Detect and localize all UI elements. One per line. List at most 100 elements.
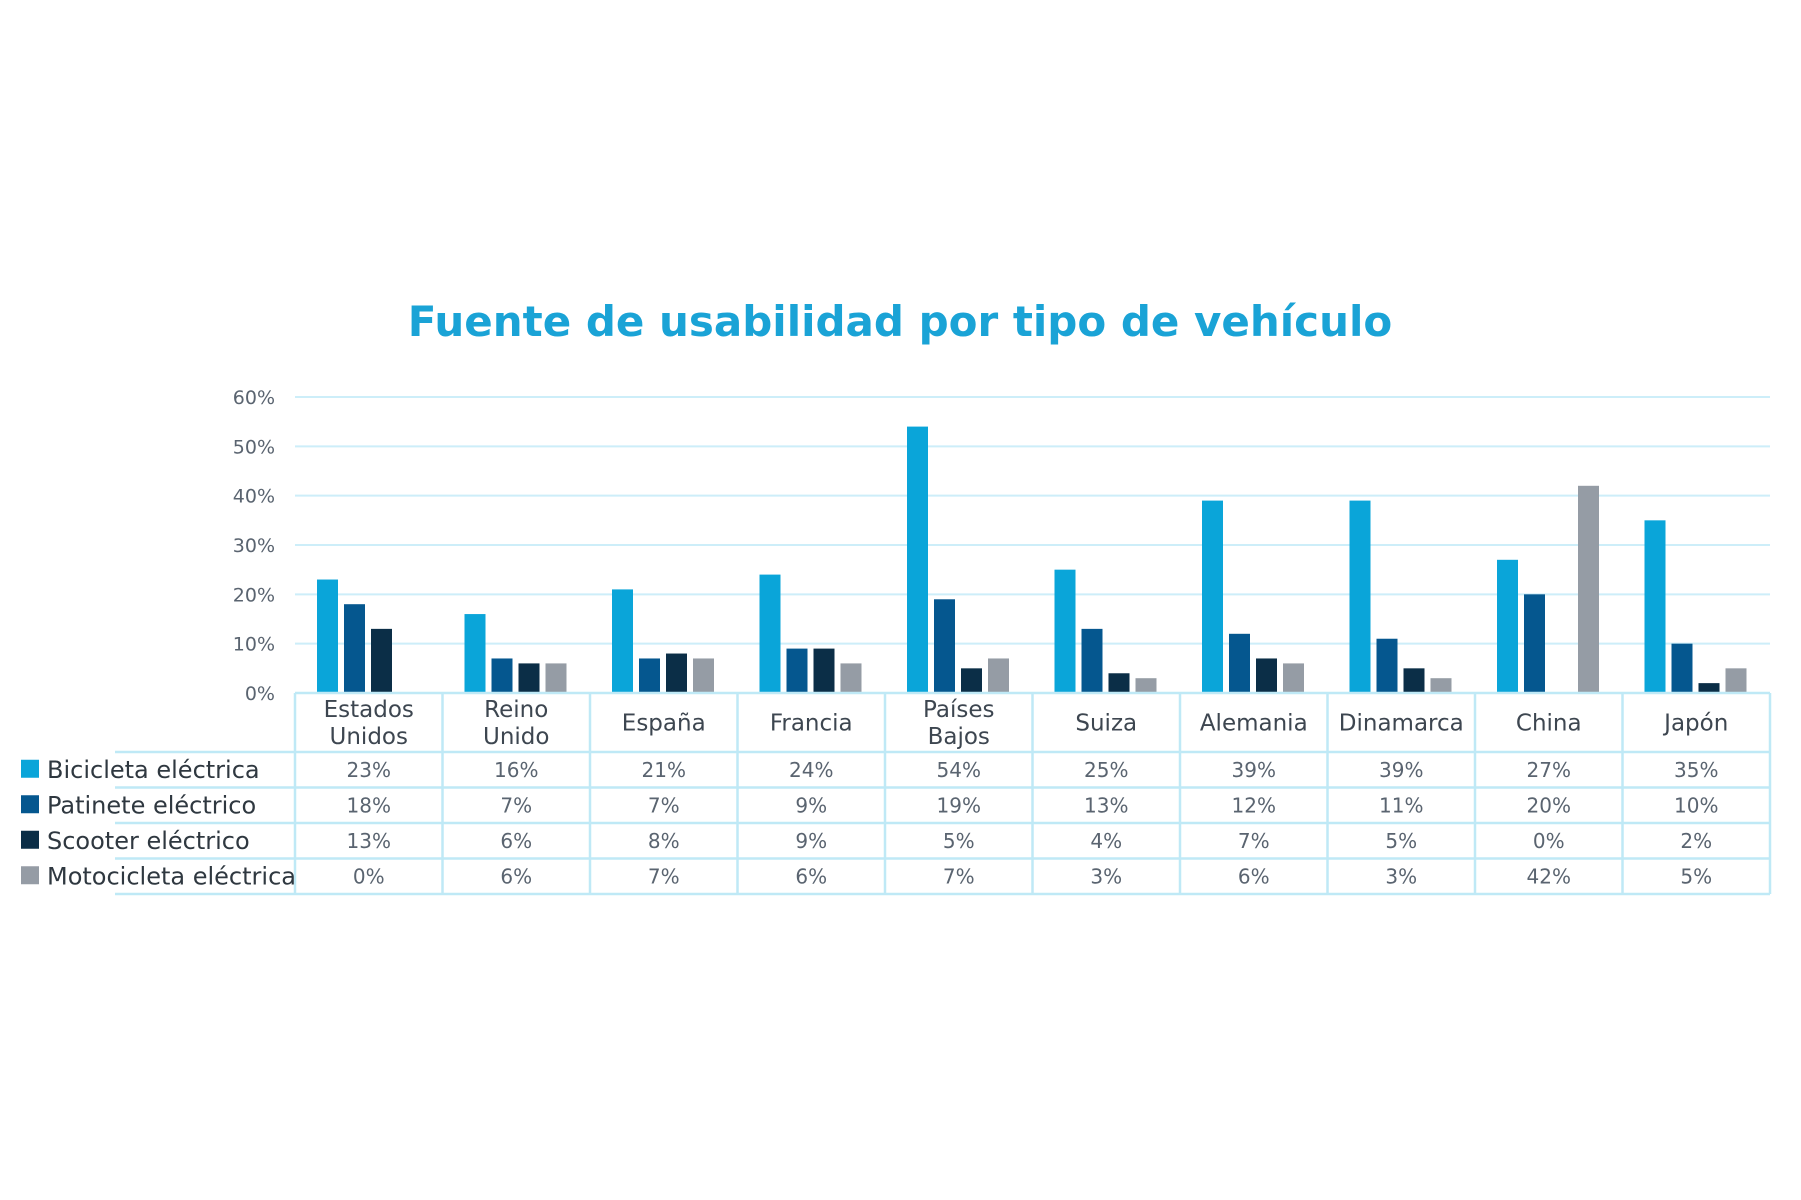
- data-label: 16%: [494, 758, 538, 782]
- gridlines: [295, 396, 1770, 694]
- category-label: Estados: [324, 697, 414, 723]
- bar: [934, 599, 955, 693]
- bar: [639, 658, 660, 693]
- data-label: 27%: [1527, 758, 1571, 782]
- bar: [693, 658, 714, 693]
- bar: [1497, 559, 1518, 693]
- data-label: 5%: [1680, 864, 1712, 888]
- y-tick-label: 50%: [233, 436, 275, 458]
- bar: [1283, 663, 1304, 693]
- category-label: Unidos: [330, 724, 408, 750]
- category-label: Reino: [484, 697, 548, 723]
- bar: [1644, 520, 1666, 693]
- chart-title: Fuente de usabilidad por tipo de vehícul…: [408, 297, 1392, 346]
- data-label: 6%: [500, 864, 532, 888]
- bar: [1349, 500, 1371, 693]
- data-label: 54%: [937, 758, 981, 782]
- legend-label: Patinete eléctrico: [47, 791, 256, 819]
- bar: [1524, 594, 1545, 693]
- data-label: 19%: [937, 793, 981, 817]
- y-axis-ticks: 0% 10% 20% 30% 40% 50% 60%: [233, 387, 275, 705]
- data-label: 20%: [1527, 793, 1571, 817]
- legend-label: Scooter eléctrico: [47, 827, 250, 855]
- bar: [1376, 638, 1398, 693]
- data-label: 5%: [943, 829, 975, 853]
- bar: [491, 658, 513, 693]
- legend-swatch: [21, 759, 39, 778]
- bar: [545, 663, 567, 693]
- bar: [1671, 643, 1693, 693]
- y-tick-label: 60%: [233, 387, 275, 409]
- bar: [1135, 678, 1157, 693]
- category-label: Suiza: [1075, 711, 1137, 737]
- bar: [840, 663, 862, 693]
- legend-label: Bicicleta eléctrica: [47, 756, 260, 784]
- data-label: 9%: [795, 829, 827, 853]
- category-label: Países: [923, 697, 994, 723]
- bar: [961, 668, 982, 693]
- data-label: 3%: [1090, 864, 1122, 888]
- data-label: 21%: [642, 758, 686, 782]
- bar: [1430, 678, 1452, 693]
- data-label: 8%: [648, 829, 680, 853]
- data-label: 6%: [795, 864, 827, 888]
- bar: [1054, 569, 1076, 693]
- y-tick-label: 10%: [233, 634, 275, 656]
- data-label: 6%: [1238, 864, 1270, 888]
- bar: [317, 579, 338, 693]
- category-label: España: [622, 711, 706, 737]
- data-label: 42%: [1527, 864, 1571, 888]
- category-label: Unido: [483, 724, 549, 750]
- data-label: 9%: [795, 793, 827, 817]
- y-tick-label: 20%: [233, 584, 275, 606]
- category-label: Bajos: [928, 724, 990, 750]
- data-label: 7%: [500, 793, 532, 817]
- bar: [1108, 673, 1130, 693]
- legend-swatch: [21, 795, 39, 814]
- bar: [988, 658, 1009, 693]
- data-label: 39%: [1232, 758, 1276, 782]
- data-label: 7%: [943, 864, 975, 888]
- data-label: 23%: [347, 758, 391, 782]
- data-label: 11%: [1379, 793, 1423, 817]
- data-label: 6%: [500, 829, 532, 853]
- data-label: 7%: [648, 793, 680, 817]
- bar: [813, 648, 835, 693]
- data-label: 10%: [1674, 793, 1718, 817]
- bar: [759, 574, 781, 693]
- bar: [612, 589, 633, 693]
- legend-label: Motocicleta eléctrica: [47, 862, 296, 890]
- data-label: 25%: [1084, 758, 1128, 782]
- bar: [666, 653, 687, 693]
- category-label: China: [1516, 711, 1582, 737]
- data-label: 13%: [1084, 793, 1128, 817]
- bar: [1403, 668, 1425, 693]
- data-label: 18%: [347, 793, 391, 817]
- data-label: 39%: [1379, 758, 1423, 782]
- bar: [1081, 628, 1103, 693]
- bar: [1229, 633, 1250, 693]
- y-tick-label: 40%: [233, 486, 275, 508]
- bar: [1256, 658, 1277, 693]
- data-label: 4%: [1090, 829, 1122, 853]
- y-tick-label: 0%: [245, 683, 275, 705]
- bar: [786, 648, 808, 693]
- data-label: 35%: [1674, 758, 1718, 782]
- data-label: 5%: [1385, 829, 1417, 853]
- legend-swatch: [21, 866, 39, 885]
- bars: [317, 426, 1747, 693]
- data-label: 12%: [1232, 793, 1276, 817]
- y-tick-label: 30%: [233, 535, 275, 557]
- bar: [1698, 683, 1720, 693]
- category-label: Francia: [770, 711, 853, 737]
- bar: [344, 604, 365, 693]
- bar: [464, 614, 486, 693]
- category-label: Dinamarca: [1339, 711, 1464, 737]
- data-label: 7%: [1238, 829, 1270, 853]
- category-label: Alemania: [1200, 711, 1308, 737]
- bar: [518, 663, 540, 693]
- data-label: 13%: [347, 829, 391, 853]
- bar: [1725, 668, 1747, 693]
